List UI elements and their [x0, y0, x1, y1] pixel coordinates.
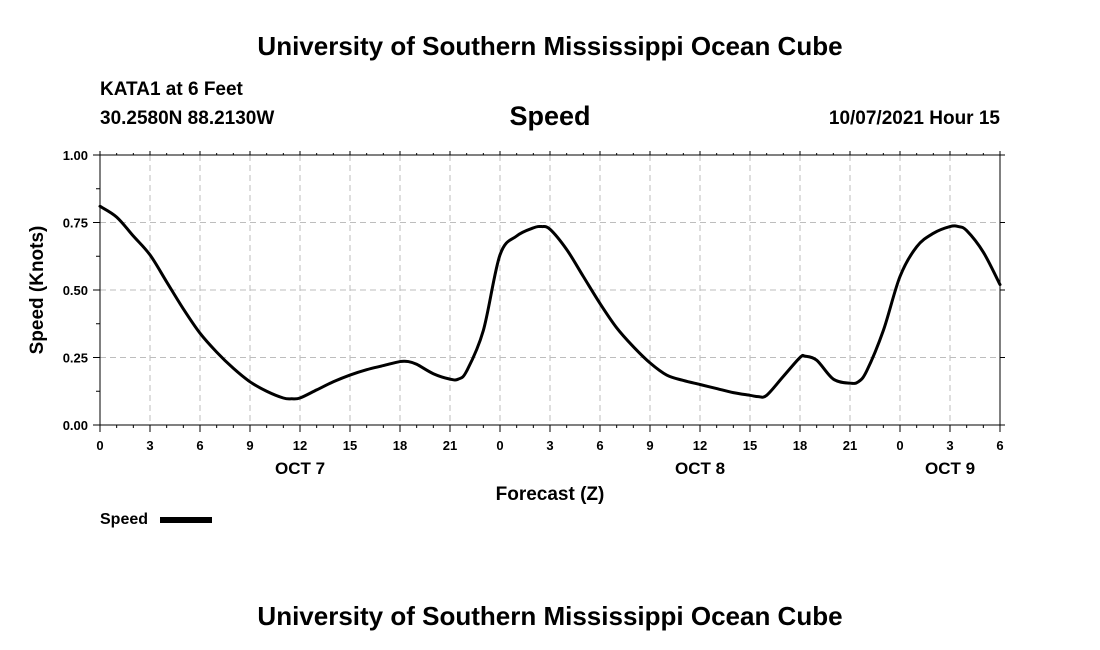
date-labels: OCT 7 OCT 8 OCT 9	[275, 459, 975, 478]
x-tick-label: 9	[246, 438, 253, 453]
footer-title: University of Southern Mississippi Ocean…	[257, 601, 842, 631]
coordinates-label: 30.2580N 88.2130W	[100, 108, 274, 129]
speed-series-line	[98, 204, 1002, 401]
x-tick-label: 3	[946, 438, 953, 453]
legend-swatch	[160, 517, 212, 523]
run-time-label: 10/07/2021 Hour 15	[829, 108, 1001, 129]
x-tick-label: 9	[646, 438, 653, 453]
x-tick-label: 0	[496, 438, 503, 453]
x-tick-label: 6	[196, 438, 203, 453]
x-tick-label: 0	[896, 438, 903, 453]
y-tick-labels: 0.00 0.25 0.50 0.75 1.00	[63, 148, 88, 433]
date-label: OCT 7	[275, 459, 325, 478]
x-tick-label: 0	[96, 438, 103, 453]
y-tick-label: 0.75	[63, 216, 88, 231]
x-tick-label: 18	[793, 438, 807, 453]
x-tick-label: 6	[596, 438, 603, 453]
x-tick-label: 3	[146, 438, 153, 453]
x-tick-label: 18	[393, 438, 407, 453]
station-label: KATA1 at 6 Feet	[100, 79, 244, 100]
x-tick-label: 15	[343, 438, 357, 453]
date-label: OCT 8	[675, 459, 725, 478]
date-label: OCT 9	[925, 459, 975, 478]
x-axis-label: Forecast (Z)	[496, 484, 605, 505]
tick-marks	[93, 151, 1005, 432]
chart-title: University of Southern Mississippi Ocean…	[257, 31, 842, 61]
x-tick-label: 12	[293, 438, 307, 453]
x-tick-label: 15	[743, 438, 757, 453]
x-tick-label: 21	[843, 438, 857, 453]
x-tick-labels: 0 3 6 9 12 15 18 21 0 3 6 9 12 15 18 21 0 3 6	[96, 438, 1003, 453]
y-tick-label: 0.25	[63, 351, 88, 366]
y-tick-label: 0.00	[63, 418, 88, 433]
x-tick-label: 12	[693, 438, 707, 453]
x-tick-label: 6	[996, 438, 1003, 453]
grid-lines	[100, 155, 1000, 425]
x-tick-label: 3	[546, 438, 553, 453]
y-tick-label: 1.00	[63, 148, 88, 163]
legend-label: Speed	[100, 511, 148, 528]
x-tick-label: 21	[443, 438, 457, 453]
y-axis-label: Speed (Knots)	[27, 226, 48, 355]
variable-title: Speed	[509, 101, 590, 131]
y-tick-label: 0.50	[63, 283, 88, 298]
